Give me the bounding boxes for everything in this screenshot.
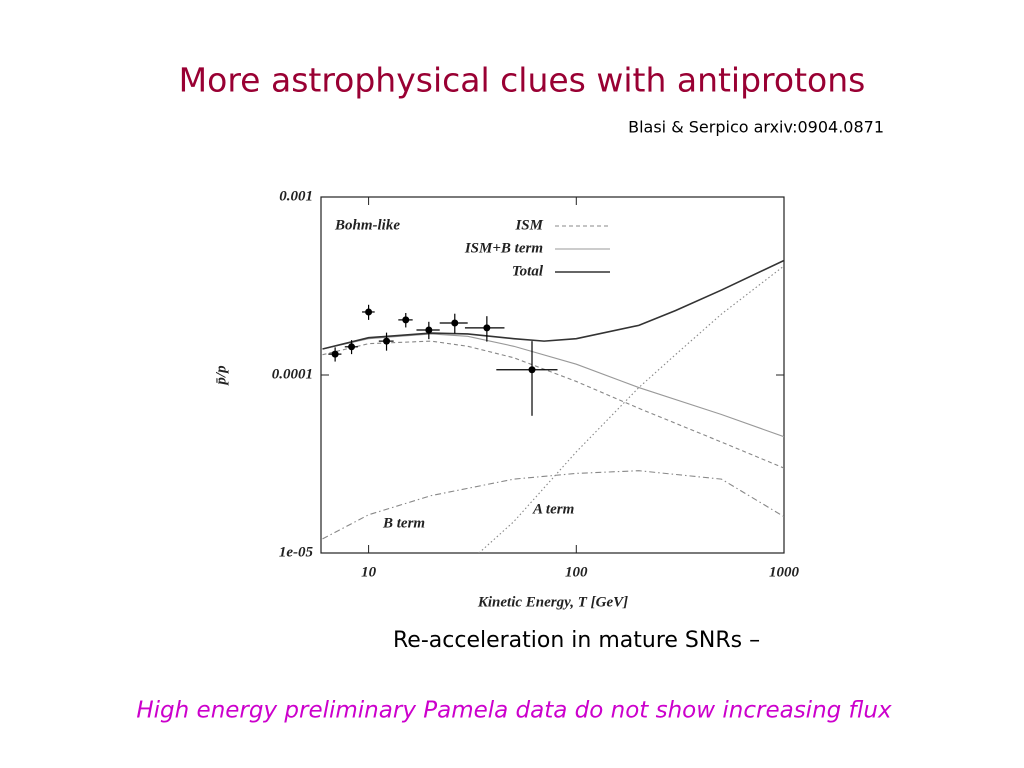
x-tick-label: 10 bbox=[361, 564, 377, 580]
footer-note: High energy preliminary Pamela data do n… bbox=[136, 698, 892, 724]
x-axis-label: Kinetic Energy, T [GeV] bbox=[477, 594, 628, 610]
caption: Re-acceleration in mature SNRs – bbox=[393, 628, 760, 653]
data-point bbox=[365, 308, 373, 316]
y-tick-label: 0.001 bbox=[279, 188, 313, 204]
data-point bbox=[528, 366, 536, 374]
data-point bbox=[425, 326, 433, 334]
series-line bbox=[322, 259, 784, 350]
y-tick-label: 0.0001 bbox=[272, 366, 313, 382]
series-line bbox=[322, 340, 784, 469]
citation: Blasi & Serpico arxiv:0904.0871 bbox=[628, 118, 884, 137]
series-line bbox=[322, 333, 784, 438]
y-tick-label: 1e-05 bbox=[279, 544, 314, 560]
series-line bbox=[322, 470, 784, 540]
data-point bbox=[383, 337, 391, 345]
curve-label: B term bbox=[382, 515, 425, 531]
data-point bbox=[483, 324, 491, 332]
curve-label: A term bbox=[532, 501, 574, 517]
data-point bbox=[331, 350, 339, 358]
legend-label: Total bbox=[512, 263, 544, 279]
legend-label: ISM bbox=[514, 217, 543, 233]
series-line bbox=[478, 265, 784, 553]
legend-label: ISM+B term bbox=[464, 240, 543, 256]
plot-annotation: Bohm-like bbox=[334, 217, 400, 233]
y-axis-label: p̄/p bbox=[213, 365, 229, 387]
data-point bbox=[348, 343, 356, 351]
x-tick-label: 100 bbox=[565, 564, 588, 580]
data-point bbox=[402, 316, 410, 324]
slide-title: More astrophysical clues with antiproton… bbox=[179, 61, 866, 100]
x-tick-label: 1000 bbox=[769, 564, 800, 580]
data-point bbox=[451, 319, 459, 327]
plot-frame bbox=[320, 196, 785, 554]
